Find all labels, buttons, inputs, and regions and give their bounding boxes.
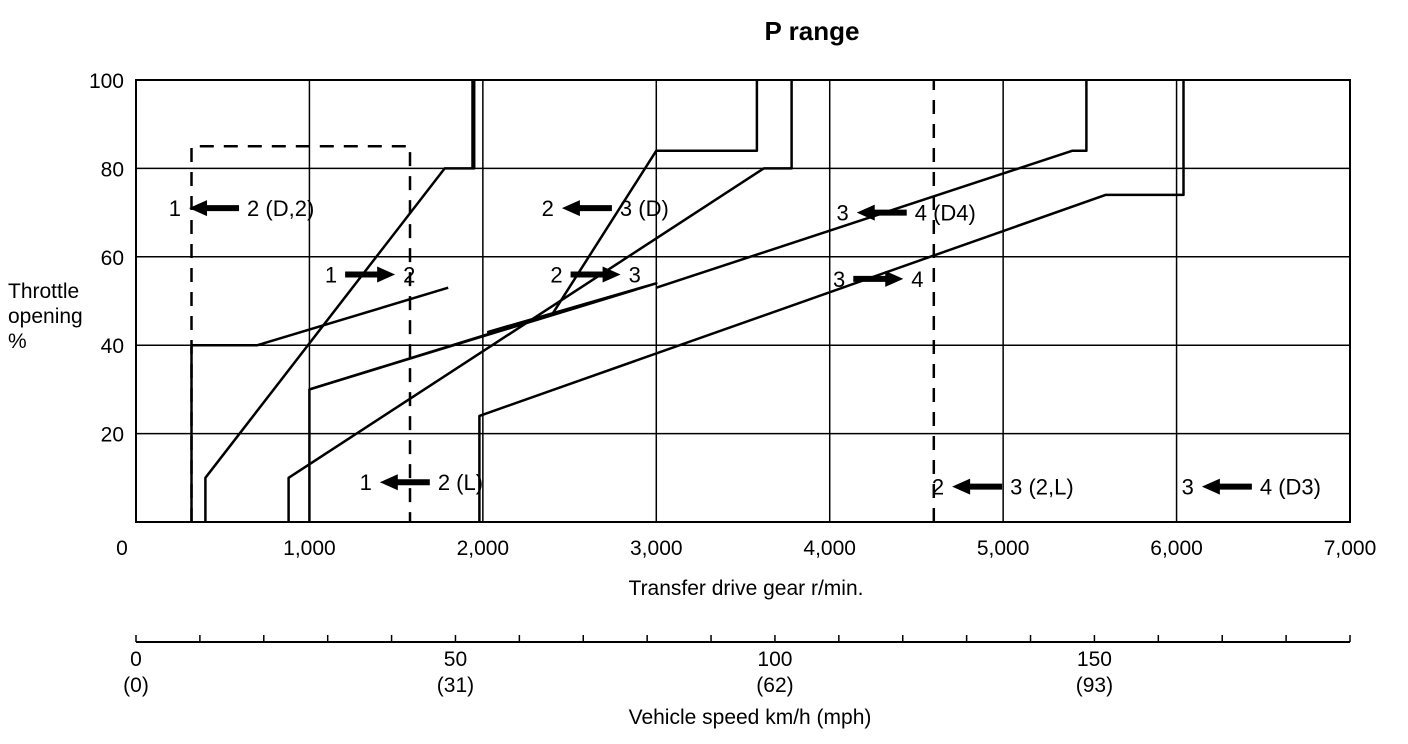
plot-area-border [135,79,1351,523]
shift-arrow-head [952,478,971,495]
shift-to-label: 4 [911,267,923,292]
shift-arrow-head [856,204,875,221]
shift-arrow-head [189,200,208,217]
shift-to-label: 2 (D,2) [247,196,314,221]
shift-arrow-head [379,474,398,491]
x-tick-label: 4,000 [803,537,856,560]
shift-from-label: 2 [542,196,554,221]
shift-from-label: 1 [325,262,337,287]
x-tick-label: 2,000 [457,537,510,560]
shift-lines [190,80,1185,522]
x-tick-label: 1,000 [283,537,336,560]
grid-lines [136,80,1350,522]
shift-annotation: 3 4 (D3) [1182,475,1321,500]
x-tick-label: 7,000 [1324,537,1377,560]
shift-arrow-head [561,200,580,217]
shift-line-1 [190,286,449,522]
speed-tick-kmh: 150 [1077,648,1112,671]
shift-to-label: 4 (D3) [1260,475,1321,500]
y-axis-label-line-3: % [8,330,27,353]
shift-annotation: 2 3 (2,L) [932,475,1074,500]
y-axis-label-line-1: Throttle [8,280,79,303]
shift-annotation: 2 3 (D) [542,196,669,221]
shift-arrow-head [377,266,396,283]
x-tick-label: 0 [116,537,128,560]
x-axis-label: Transfer drive gear r/min. [629,577,864,600]
shift-from-label: 3 [833,267,845,292]
shift-arrow-head [885,270,904,287]
shift-to-label: 3 (2,L) [1010,475,1074,500]
shift-to-label: 2 (L) [438,470,483,495]
shift-from-label: 2 [550,262,562,287]
y-tick-label: 100 [89,70,124,93]
shift-line-4 [287,80,793,522]
speed-axis-label: Vehicle speed km/h (mph) [629,706,872,729]
y-axis-label: Throttle opening % [8,280,89,353]
shift-annotation: 3 4 (D4) [836,201,975,226]
x-tick-label: 6,000 [1150,537,1203,560]
y-tick-label: 20 [101,424,124,447]
shift-annotation: 1 2 (D,2) [169,196,314,221]
y-axis-label-line-2: opening [8,305,83,328]
shift-line-2 [204,80,476,522]
speed-tick-kmh: 0 [130,648,142,671]
x-tick-label: 5,000 [977,537,1030,560]
shift-from-label: 1 [169,196,181,221]
shift-from-label: 3 [1182,475,1194,500]
speed-tick-mph: (62) [756,674,793,697]
speed-tick-mph: (31) [437,674,474,697]
shift-line-9 [190,145,412,522]
y-tick-label: 60 [101,247,124,270]
y-tick-labels: 20 40 60 80 100 [89,70,124,447]
x-tick-labels: 0 1,000 2,000 3,000 4,000 5,000 6,000 7,000 [116,537,1376,560]
y-tick-label: 80 [101,158,124,181]
speed-tick-kmh: 100 [757,648,792,671]
shift-arrow-head [1201,478,1220,495]
shift-annotation: 1 2 (L) [360,470,484,495]
speed-tick-mph: (93) [1076,674,1113,697]
shift-line-6 [478,80,1185,522]
shift-line-7 [655,80,1088,289]
speed-tick-mph: (0) [123,674,149,697]
shift-to-label: 3 (D) [620,196,669,221]
shift-to-label: 4 (D4) [915,201,976,226]
plot-frame [135,79,1351,523]
chart-title: P range [765,16,860,46]
y-tick-label: 40 [101,335,124,358]
shift-from-label: 2 [932,475,944,500]
shift-to-label: 2 [403,262,415,287]
shift-from-label: 1 [360,470,372,495]
speed-tick-kmh: 50 [444,648,467,671]
shift-to-label: 3 [629,262,641,287]
shift-from-label: 3 [836,201,848,226]
shift-line-5 [309,80,759,391]
x-tick-label: 3,000 [630,537,683,560]
shift-arrow-head [602,266,621,283]
vehicle-speed-axis: 0 (0) 50 (31) 100 (62) 150 (93) [123,635,1351,697]
